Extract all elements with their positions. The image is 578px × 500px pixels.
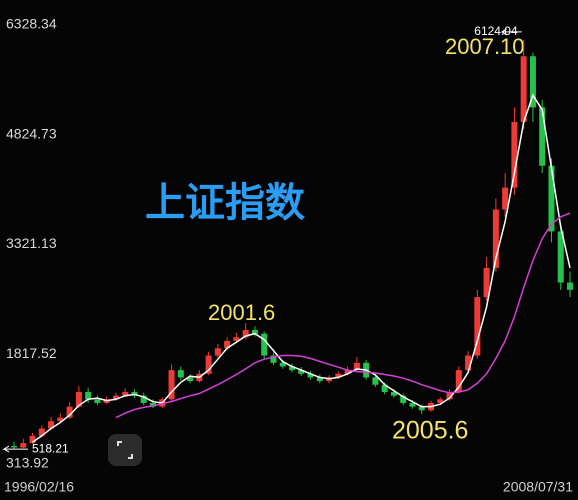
x-tick-label: 2008/07/31 (503, 479, 573, 495)
high-label: 6124.04 (474, 24, 518, 38)
candle-body (381, 384, 388, 393)
high-arrow (501, 28, 522, 36)
annotation: 2001.6 (208, 300, 275, 325)
candle-body (502, 187, 509, 210)
candle-body (390, 392, 397, 396)
candle-body (140, 395, 147, 403)
candle-body (483, 267, 490, 298)
y-tick-label: 1817.52 (6, 345, 57, 361)
candle-body (418, 406, 425, 411)
candle-body (122, 392, 129, 396)
candle-body (75, 392, 82, 407)
candle-body (567, 282, 573, 290)
candle-body (400, 395, 407, 403)
candle-body (465, 355, 472, 371)
candle-body (289, 366, 295, 371)
candle-body (557, 231, 564, 283)
candle-body (307, 373, 314, 378)
annotation: 2007.10 (445, 34, 525, 59)
candle-body (233, 337, 240, 341)
moving-average (115, 212, 571, 419)
candle-body (316, 377, 323, 382)
candle-body (205, 355, 212, 374)
candle-body (279, 362, 286, 367)
candle-body (187, 377, 194, 382)
candle-body (455, 370, 462, 393)
candle-body (437, 399, 444, 403)
candle-body (177, 370, 184, 378)
candle-body (38, 428, 45, 436)
low-arrow (2, 445, 28, 453)
x-tick-label: 1996/02/16 (4, 479, 74, 495)
candle-body (298, 370, 305, 374)
candle-body (85, 392, 92, 400)
candle-body (94, 399, 101, 403)
fullscreen-icon (117, 441, 133, 459)
candle-body (29, 435, 36, 444)
candle-body (20, 443, 27, 448)
y-tick-label: 6328.34 (6, 16, 57, 32)
candle-body (214, 348, 221, 356)
annotation: 2005.6 (392, 417, 468, 445)
candle-body (251, 329, 258, 334)
candle-body (261, 333, 268, 356)
candle-body (150, 402, 156, 407)
candle-body (539, 107, 546, 166)
candle-body (48, 421, 55, 429)
candle-body (344, 370, 351, 374)
candle-body (112, 395, 119, 400)
y-tick-label: 4824.73 (6, 125, 57, 141)
moving-average (32, 93, 571, 443)
candle-body (409, 402, 416, 407)
candle-body (11, 446, 17, 448)
candle-body (511, 121, 518, 188)
candle-body (224, 340, 231, 349)
candle-body (446, 392, 453, 400)
candle-body (335, 373, 342, 378)
candle-body (372, 377, 379, 385)
candle-body (520, 56, 527, 122)
candle-body (529, 56, 536, 108)
chart-title: 上证指数 (145, 180, 305, 226)
candle-body (242, 329, 249, 338)
candle-body (474, 297, 481, 356)
candle-body (548, 165, 555, 232)
y-tick-label: 313.92 (6, 455, 49, 471)
candle-body (353, 362, 360, 371)
low-label: 518.21 (32, 441, 69, 455)
fullscreen-button[interactable] (108, 434, 142, 466)
candle-body (66, 406, 73, 418)
candle-body (492, 209, 499, 268)
candle-body (57, 417, 64, 422)
y-tick-label: 3321.13 (6, 235, 57, 251)
candle-body (270, 355, 277, 363)
candle-body (168, 370, 175, 400)
